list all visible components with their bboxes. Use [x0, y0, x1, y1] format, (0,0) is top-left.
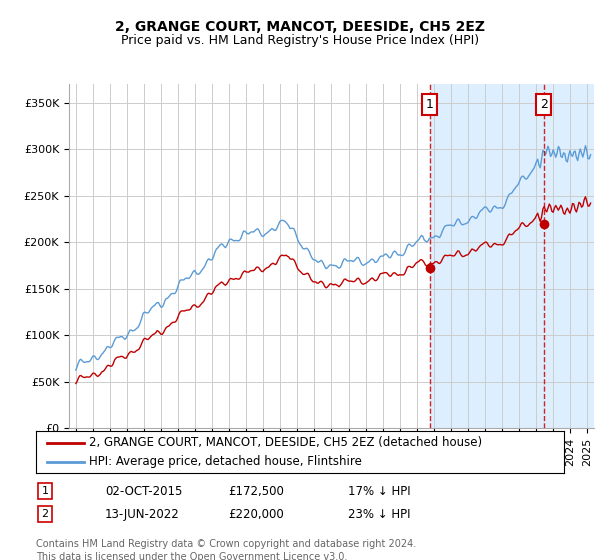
Text: 13-JUN-2022: 13-JUN-2022 — [105, 507, 180, 521]
Text: Contains HM Land Registry data © Crown copyright and database right 2024.
This d: Contains HM Land Registry data © Crown c… — [36, 539, 416, 560]
Text: 2: 2 — [540, 98, 548, 111]
Text: 23% ↓ HPI: 23% ↓ HPI — [348, 507, 410, 521]
Text: 2, GRANGE COURT, MANCOT, DEESIDE, CH5 2EZ: 2, GRANGE COURT, MANCOT, DEESIDE, CH5 2E… — [115, 20, 485, 34]
Text: 02-OCT-2015: 02-OCT-2015 — [105, 484, 182, 498]
Text: 1: 1 — [41, 486, 49, 496]
Text: Price paid vs. HM Land Registry's House Price Index (HPI): Price paid vs. HM Land Registry's House … — [121, 34, 479, 46]
Text: 17% ↓ HPI: 17% ↓ HPI — [348, 484, 410, 498]
Text: 2: 2 — [41, 509, 49, 519]
Text: £172,500: £172,500 — [228, 484, 284, 498]
Text: £220,000: £220,000 — [228, 507, 284, 521]
Text: 1: 1 — [425, 98, 433, 111]
Bar — [430, 84, 600, 428]
Text: 2, GRANGE COURT, MANCOT, DEESIDE, CH5 2EZ (detached house): 2, GRANGE COURT, MANCOT, DEESIDE, CH5 2E… — [89, 436, 482, 450]
Text: HPI: Average price, detached house, Flintshire: HPI: Average price, detached house, Flin… — [89, 455, 362, 468]
